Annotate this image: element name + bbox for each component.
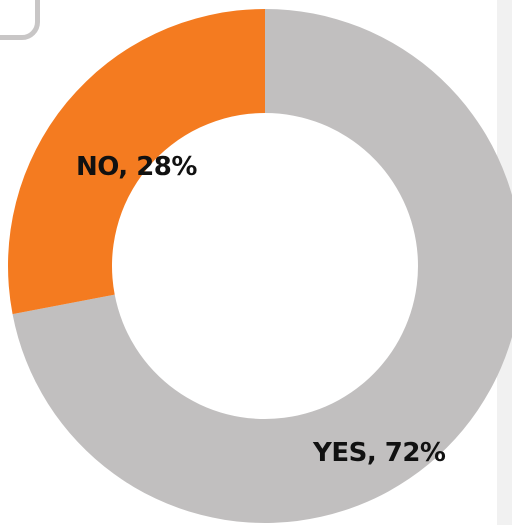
slice-label-no: NO, 28% <box>76 152 197 182</box>
donut-slices <box>7 9 512 523</box>
slice-label-yes: YES, 72% <box>312 438 446 468</box>
decorative-frame <box>0 0 40 40</box>
slice-yes <box>12 9 512 523</box>
slice-no <box>7 9 265 315</box>
